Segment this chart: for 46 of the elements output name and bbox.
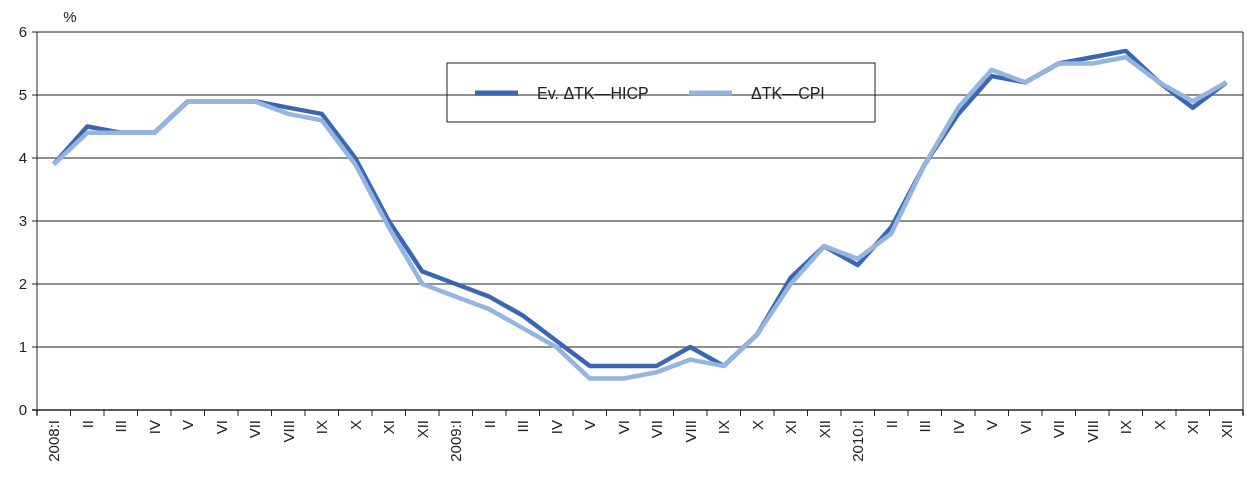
- x-tick-label: 2010:I: [849, 420, 866, 462]
- x-tick-label: VII: [246, 420, 263, 439]
- y-tick-label: 2: [18, 275, 27, 293]
- x-tick-label: X: [748, 420, 766, 431]
- y-tick-label: 1: [18, 338, 27, 356]
- x-tick-label: XI: [782, 420, 799, 435]
- x-tick-label: VI: [212, 420, 230, 435]
- x-tick-label: II: [882, 420, 900, 429]
- x-tick-label: X: [1150, 420, 1168, 431]
- x-tick-label: IX: [313, 420, 330, 435]
- x-tick-label: IX: [715, 420, 732, 435]
- y-tick-label: 0: [18, 401, 27, 419]
- y-tick-label: 5: [18, 86, 27, 104]
- x-tick-label: IX: [1117, 420, 1134, 435]
- y-tick-label: 6: [18, 23, 27, 41]
- x-tick-label: 2008:I: [45, 420, 62, 462]
- x-tick-label: VII: [648, 420, 665, 439]
- y-axis-title: %: [63, 8, 77, 25]
- x-tick-label: XII: [413, 420, 431, 439]
- x-tick-label: VIII: [681, 420, 699, 443]
- x-tick-label: V: [983, 420, 1000, 431]
- x-tick-label: II: [78, 420, 96, 429]
- x-tick-label: VI: [1016, 420, 1034, 435]
- x-tick-label: V: [179, 420, 196, 431]
- x-tick-label: IV: [547, 420, 565, 435]
- x-tick-label: IV: [949, 420, 967, 435]
- x-tick-label: III: [916, 420, 933, 433]
- y-tick-label: 3: [18, 212, 27, 230]
- x-tick-label: VII: [1050, 420, 1067, 439]
- x-tick-label: VI: [614, 420, 632, 435]
- x-tick-label: 2009:I: [447, 420, 464, 462]
- y-tick-label: 4: [18, 149, 27, 167]
- x-tick-label: XII: [815, 420, 833, 439]
- x-tick-label: XI: [380, 420, 397, 435]
- x-tick-label: III: [112, 420, 129, 433]
- x-tick-label: VIII: [279, 420, 297, 443]
- legend-label: ΔTK—CPI: [751, 84, 825, 102]
- x-tick-label: VIII: [1083, 420, 1101, 443]
- x-tick-label: IV: [145, 420, 163, 435]
- x-tick-label: XI: [1184, 420, 1201, 435]
- x-tick-label: III: [514, 420, 531, 433]
- legend-label: Ev. ΔTK—HICP: [537, 84, 649, 102]
- x-tick-label: V: [581, 420, 598, 431]
- x-tick-label: XII: [1217, 420, 1235, 439]
- x-tick-label: II: [480, 420, 498, 429]
- x-tick-label: X: [346, 420, 364, 431]
